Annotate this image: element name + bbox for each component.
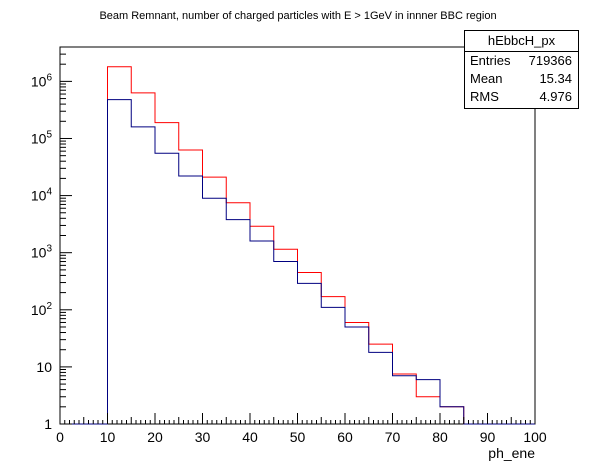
stats-value: 15.34: [539, 71, 572, 86]
x-tick-label: 100: [523, 429, 547, 445]
histogram-series-2: [60, 99, 535, 425]
x-tick-label: 40: [242, 429, 258, 445]
stats-histogram-name: hEbbcH_px: [465, 31, 578, 52]
x-tick-label: 10: [100, 429, 116, 445]
x-axis-label: ph_ene: [488, 445, 535, 461]
x-tick-label: 80: [432, 429, 448, 445]
x-tick-label: 20: [147, 429, 163, 445]
stats-label: RMS: [470, 89, 499, 104]
stats-row-entries: Entries 719366: [465, 52, 578, 70]
y-tick-label: 105: [31, 129, 53, 146]
stats-label: Entries: [470, 53, 511, 68]
y-tick-label: 106: [31, 72, 53, 89]
x-tick-label: 90: [480, 429, 496, 445]
stats-value: 719366: [528, 53, 572, 68]
stats-label: Mean: [470, 71, 503, 86]
chart-title: Beam Remnant, number of charged particle…: [99, 10, 497, 22]
stats-value: 4.976: [539, 89, 572, 104]
y-tick-label: 10: [36, 359, 52, 375]
stats-row-rms: RMS 4.976: [465, 88, 578, 106]
y-tick-label: 104: [31, 187, 53, 204]
x-tick-label: 60: [337, 429, 353, 445]
x-tick-label: 30: [195, 429, 211, 445]
stats-box: hEbbcH_px Entries 719366 Mean 15.34 RMS …: [464, 30, 579, 109]
x-tick-label: 50: [290, 429, 306, 445]
y-tick-label: 102: [31, 301, 53, 318]
y-tick-label: 1: [44, 416, 52, 432]
x-tick-label: 0: [56, 429, 64, 445]
x-tick-label: 70: [385, 429, 401, 445]
y-tick-label: 103: [31, 244, 53, 261]
stats-row-mean: Mean 15.34: [465, 70, 578, 88]
histogram-series: [60, 66, 535, 425]
